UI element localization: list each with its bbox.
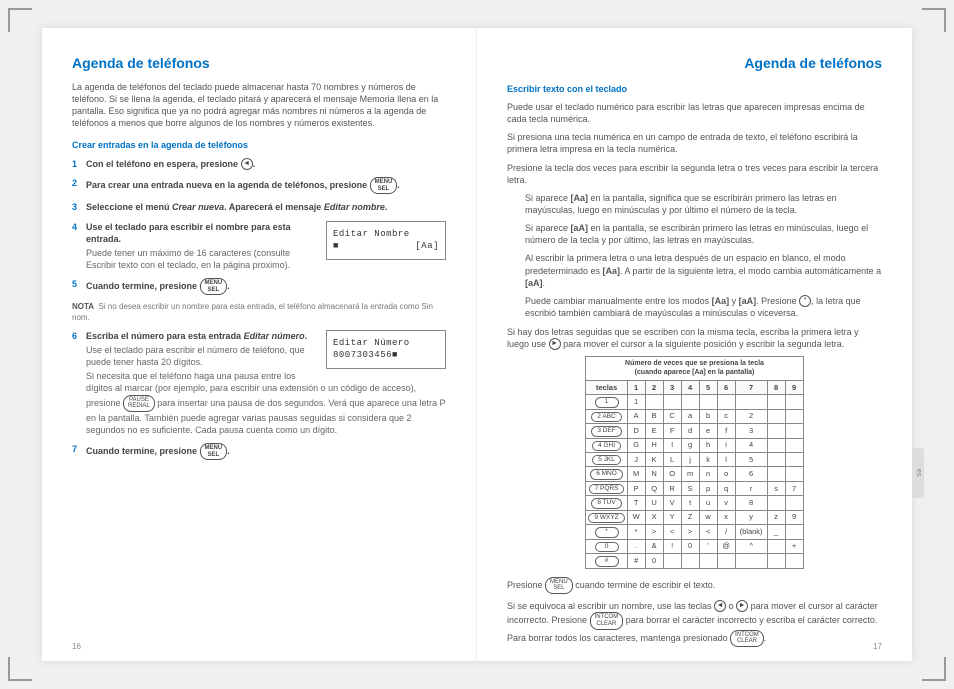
right-arrow-button-r: ► — [736, 600, 748, 612]
step-1: 1 Con el teléfono en espera, presione ◄. — [72, 158, 446, 171]
step-7: 7 Cuando termine, presione MENUSEL. — [72, 443, 446, 460]
section-create: Crear entradas en la agenda de teléfonos — [72, 139, 446, 151]
p6: Si se equivoca al escribir un nombre, us… — [507, 600, 882, 647]
steps-list: 1 Con el teléfono en espera, presione ◄.… — [72, 158, 446, 296]
lcd-edit-name: Editar Nombre ■[Aa] — [326, 221, 446, 260]
table-caption: Número de veces que se presiona la tecla… — [585, 356, 803, 380]
right-arrow-button: ► — [549, 338, 561, 350]
left-arrow-button: ◄ — [241, 158, 253, 170]
indent-4: Puede cambiar manualmente entre los modo… — [525, 295, 882, 320]
indent-2: Si aparece [aA] en la pantalla, se escri… — [525, 222, 882, 246]
p3: Presione la tecla dos veces para escribi… — [507, 162, 882, 186]
clear-button-2: INTCOMCLEAR — [730, 630, 764, 647]
page-number-right: 17 — [873, 642, 882, 653]
step-2: 2 Para crear una entrada nueva en la age… — [72, 177, 446, 194]
menu-sel-button-r: MENUSEL — [545, 577, 573, 594]
step-5: 5 Cuando termine, presione MENUSEL. — [72, 278, 446, 295]
clear-button: INTCOMCLEAR — [590, 612, 624, 629]
section-typing: Escribir texto con el teclado — [507, 83, 882, 95]
crop-mark-tl — [8, 8, 32, 32]
step-6: 6 Editar Número 8007303456■ Escriba el n… — [72, 330, 446, 436]
star-button: * — [799, 295, 811, 307]
p2: Si presiona una tecla numérica en un cam… — [507, 131, 882, 155]
page-title-right: Agenda de teléfonos — [507, 54, 882, 73]
menu-sel-button-2: MENUSEL — [200, 278, 228, 295]
steps-list-2: 6 Editar Número 8007303456■ Escriba el n… — [72, 330, 446, 460]
indent-1: Si aparece [Aa] en la pantalla, signific… — [525, 192, 882, 216]
p4: Si hay dos letras seguidas que se escrib… — [507, 326, 882, 351]
language-tab: es — [912, 448, 924, 498]
step-4: 4 Editar Nombre ■[Aa] Use el teclado par… — [72, 221, 446, 272]
page-number-left: 16 — [72, 642, 81, 653]
note-text: NOTA Si no desea escribir un nombre para… — [72, 302, 446, 324]
lcd-edit-number: Editar Número 8007303456■ — [326, 330, 446, 369]
p1: Puede usar el teclado numérico para escr… — [507, 101, 882, 125]
page-left: Agenda de teléfonos La agenda de teléfon… — [42, 28, 477, 661]
page-title-left: Agenda de teléfonos — [72, 54, 446, 73]
character-table: Número de veces que se presiona la tecla… — [585, 356, 803, 568]
menu-sel-button-3: MENUSEL — [200, 443, 228, 460]
p5: Presione MENUSEL cuando termine de escri… — [507, 577, 882, 594]
crop-mark-tr — [922, 8, 946, 32]
intro-text: La agenda de teléfonos del teclado puede… — [72, 81, 446, 130]
book-spread: Agenda de teléfonos La agenda de teléfon… — [42, 28, 912, 661]
crop-mark-br — [922, 657, 946, 681]
menu-sel-button: MENUSEL — [370, 177, 398, 194]
left-arrow-button-r: ◄ — [714, 600, 726, 612]
crop-mark-bl — [8, 657, 32, 681]
step-3: 3 Seleccione el menú Crear nueva. Aparec… — [72, 201, 446, 213]
indent-3: Al escribir la primera letra o una letra… — [525, 252, 882, 288]
page-right: Agenda de teléfonos Escribir texto con e… — [477, 28, 912, 661]
pause-redial-button: PAUSEREDIAL — [123, 395, 155, 412]
